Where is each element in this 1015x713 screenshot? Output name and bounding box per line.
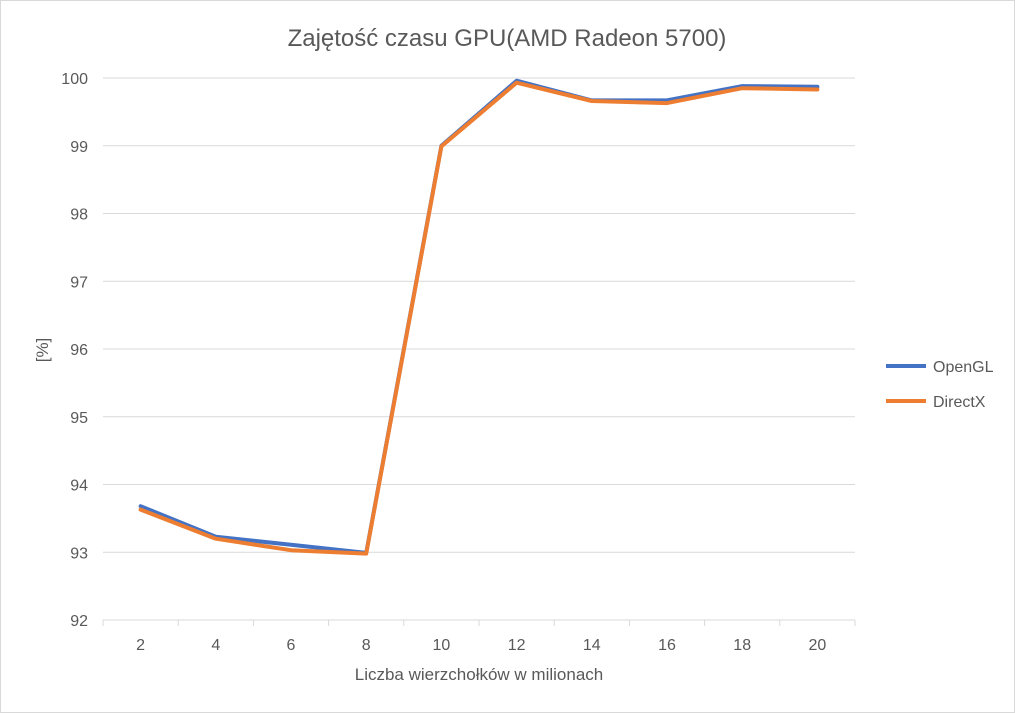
gridlines [103, 77, 855, 553]
x-tick-label: 16 [658, 637, 676, 654]
y-tick-label: 93 [70, 545, 88, 562]
x-tick-label: 4 [211, 637, 220, 654]
y-tick-label: 95 [70, 410, 88, 427]
x-tick-label: 8 [362, 637, 371, 654]
y-axis-label: [%] [33, 338, 52, 363]
series-lines [138, 78, 820, 556]
x-tick-label: 12 [508, 637, 526, 654]
x-axis-label: Liczba wierzchołków w milionach [355, 665, 603, 684]
y-tick-label: 96 [70, 342, 88, 359]
series-line-directx [138, 80, 820, 556]
x-tick-label: 18 [733, 637, 751, 654]
legend-label-opengl: OpenGL [933, 359, 994, 376]
x-tick-label: 2 [136, 637, 145, 654]
y-axis-ticks: 92 93 94 95 96 97 98 99 100 [61, 71, 88, 630]
series-line-opengl [138, 78, 820, 555]
legend: OpenGL DirectX [886, 359, 994, 411]
x-tick-label: 20 [809, 637, 827, 654]
y-tick-label: 92 [70, 613, 88, 630]
y-tick-label: 94 [70, 478, 88, 495]
y-tick-label: 99 [70, 139, 88, 156]
y-tick-label: 100 [61, 71, 88, 88]
chart-title: Zajętość czasu GPU(AMD Radeon 5700) [288, 25, 727, 52]
x-tick-label: 10 [433, 637, 451, 654]
legend-label-directx: DirectX [933, 394, 986, 411]
x-tick-label: 6 [287, 637, 296, 654]
x-axis-ticks: 2 4 6 8 10 12 14 16 18 20 [102, 620, 856, 654]
y-tick-label: 97 [70, 274, 88, 291]
x-tick-label: 14 [583, 637, 601, 654]
y-tick-label: 98 [70, 207, 88, 224]
